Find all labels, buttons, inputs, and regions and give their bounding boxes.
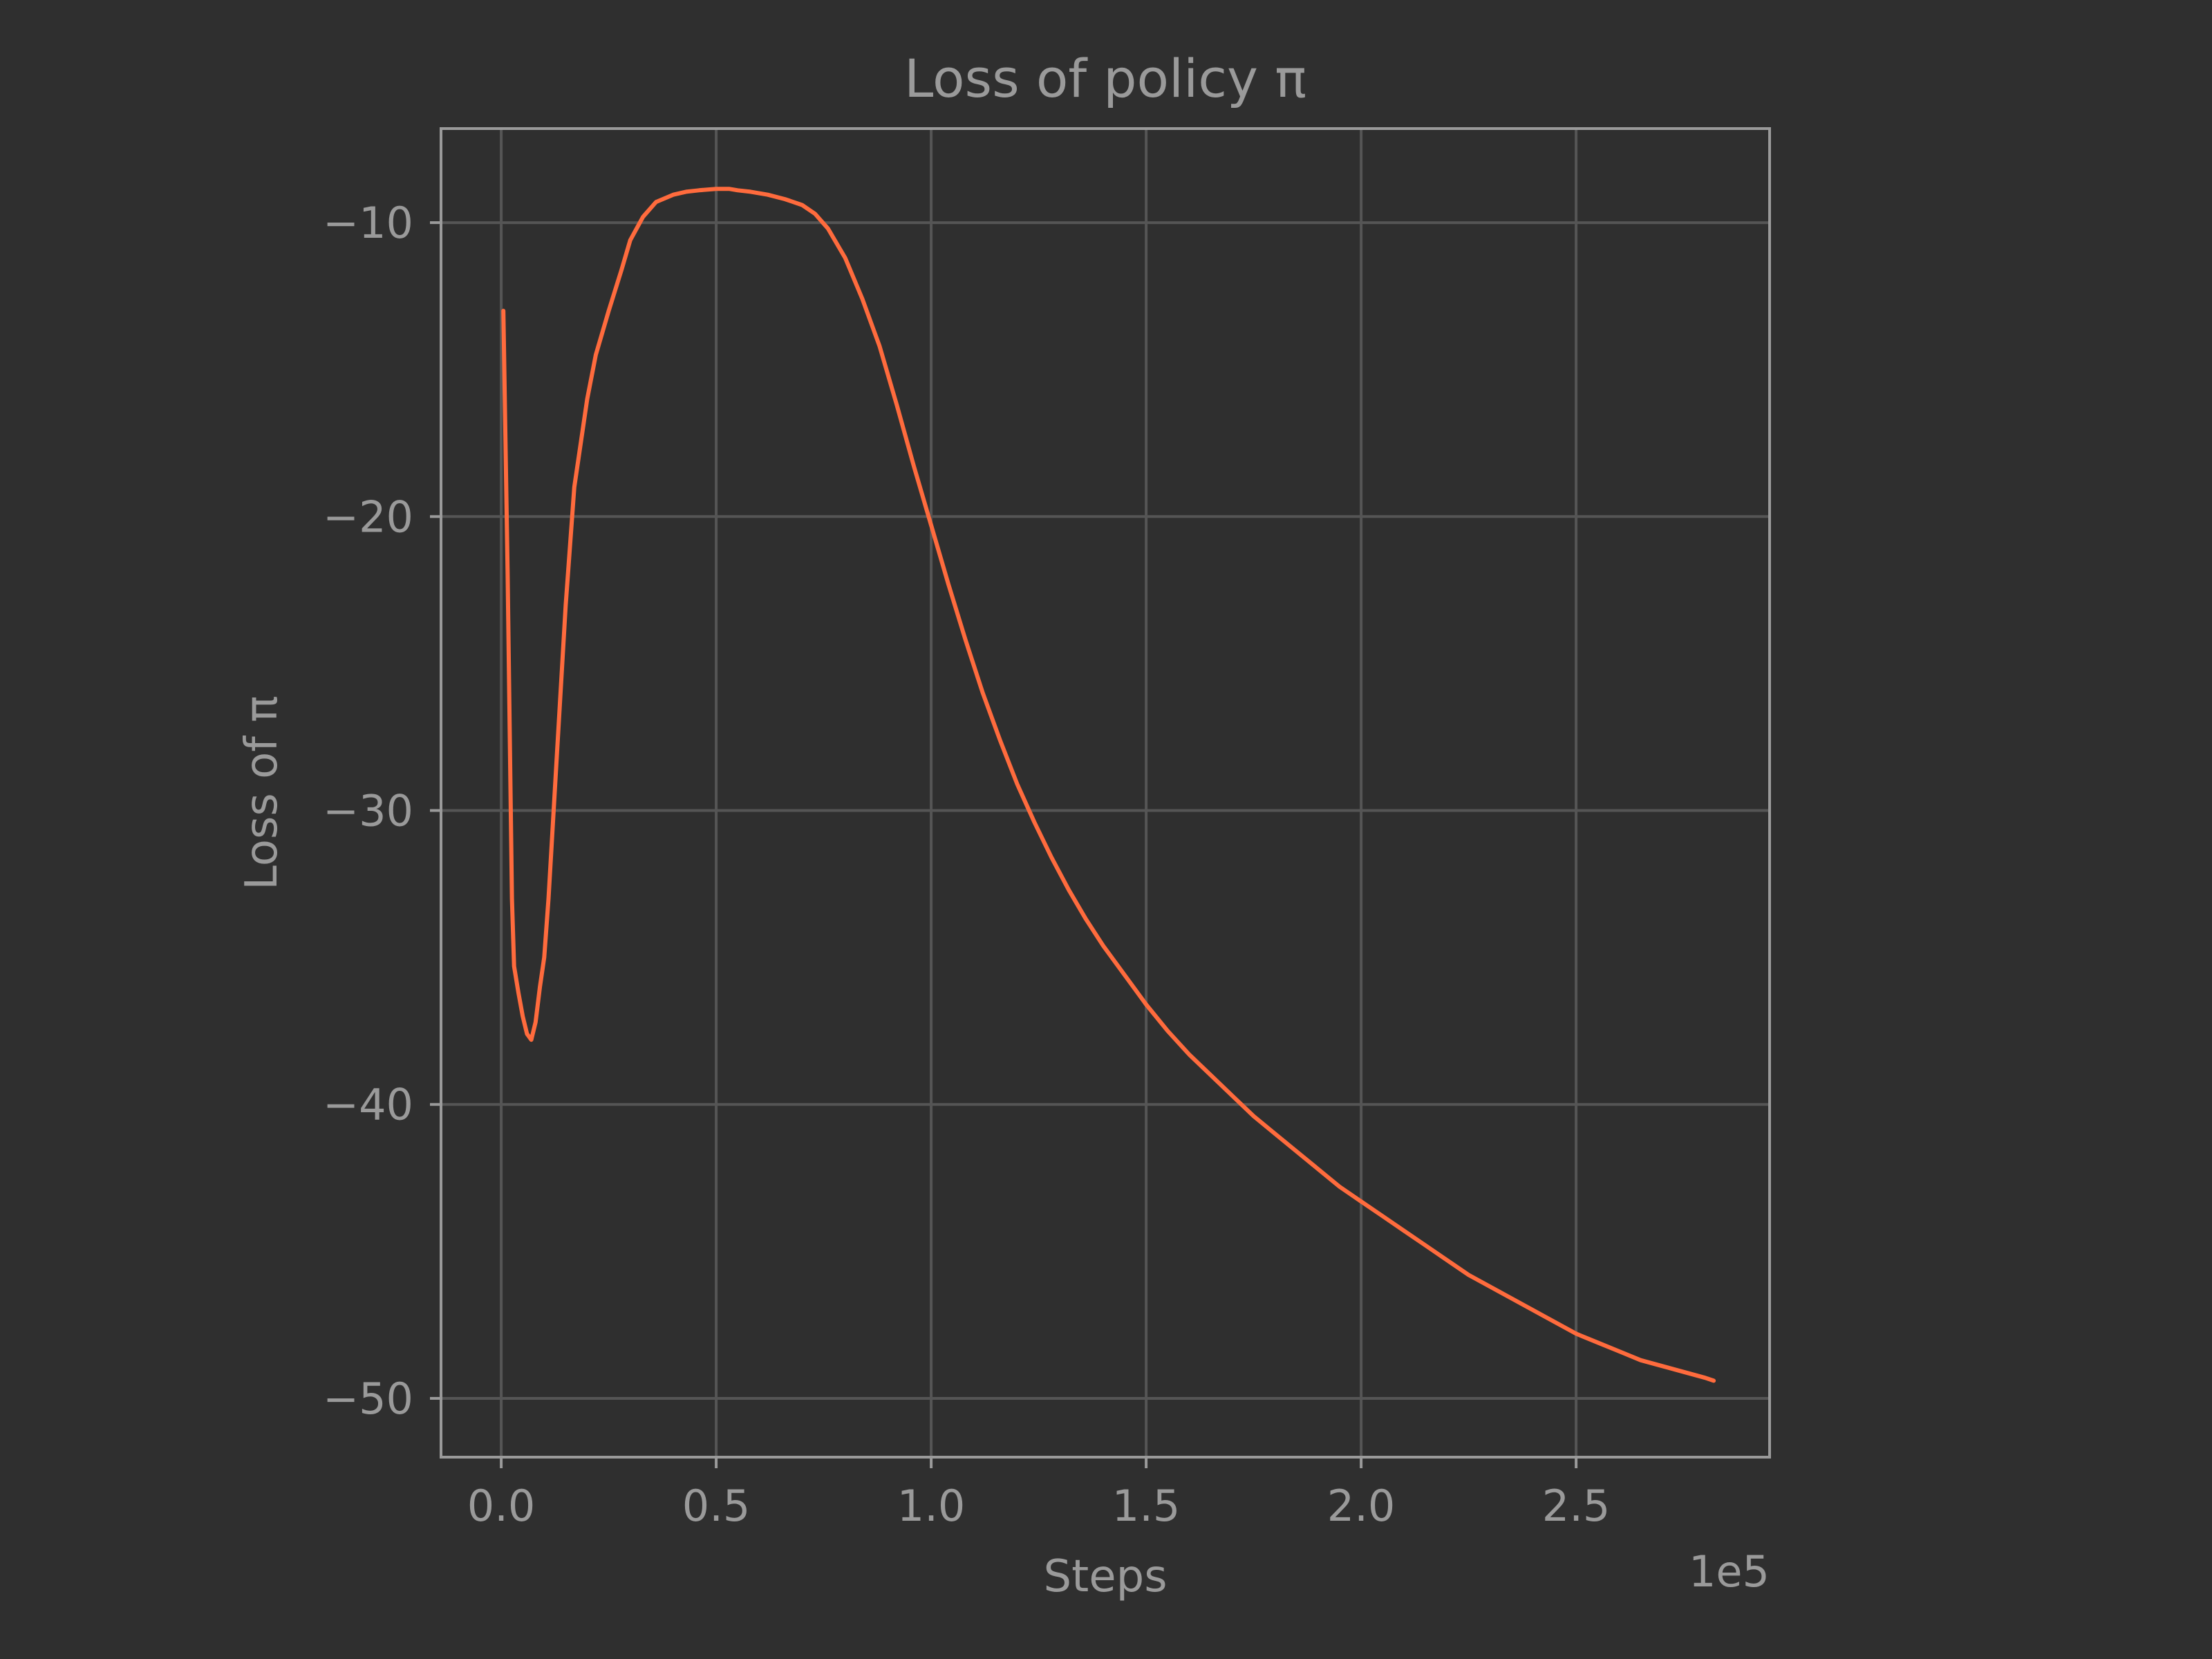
- x-tick-label: 2.5: [1542, 1481, 1611, 1531]
- chart-title: Loss of policy π: [904, 48, 1306, 109]
- plot-frame: [440, 127, 1771, 1459]
- y-tick-label: −40: [323, 1080, 413, 1130]
- axis-ticks: 0.0 0.5 1.0 1.5 2.0 2.5 −10 −20 −30 −40 −50: [323, 198, 1610, 1531]
- y-tick-label: −10: [323, 198, 413, 248]
- x-tick-label: 1.5: [1112, 1481, 1181, 1531]
- y-tick-label: −20: [323, 491, 413, 542]
- y-tick-label: −30: [323, 786, 413, 836]
- x-tick-label: 0.5: [682, 1481, 751, 1531]
- x-axis-title: Steps: [1043, 1551, 1167, 1602]
- series-layer: [501, 187, 1716, 1383]
- series-line: [501, 187, 1716, 1383]
- y-tick-label: −50: [323, 1374, 413, 1424]
- x-axis-offset-label: 1e5: [1689, 1546, 1770, 1597]
- grid-lines: [441, 129, 1770, 1457]
- y-axis-title: Loss of π: [236, 695, 288, 890]
- x-tick-label: 0.0: [467, 1481, 536, 1531]
- x-tick-label: 2.0: [1327, 1481, 1396, 1531]
- x-tick-label: 1.0: [897, 1481, 966, 1531]
